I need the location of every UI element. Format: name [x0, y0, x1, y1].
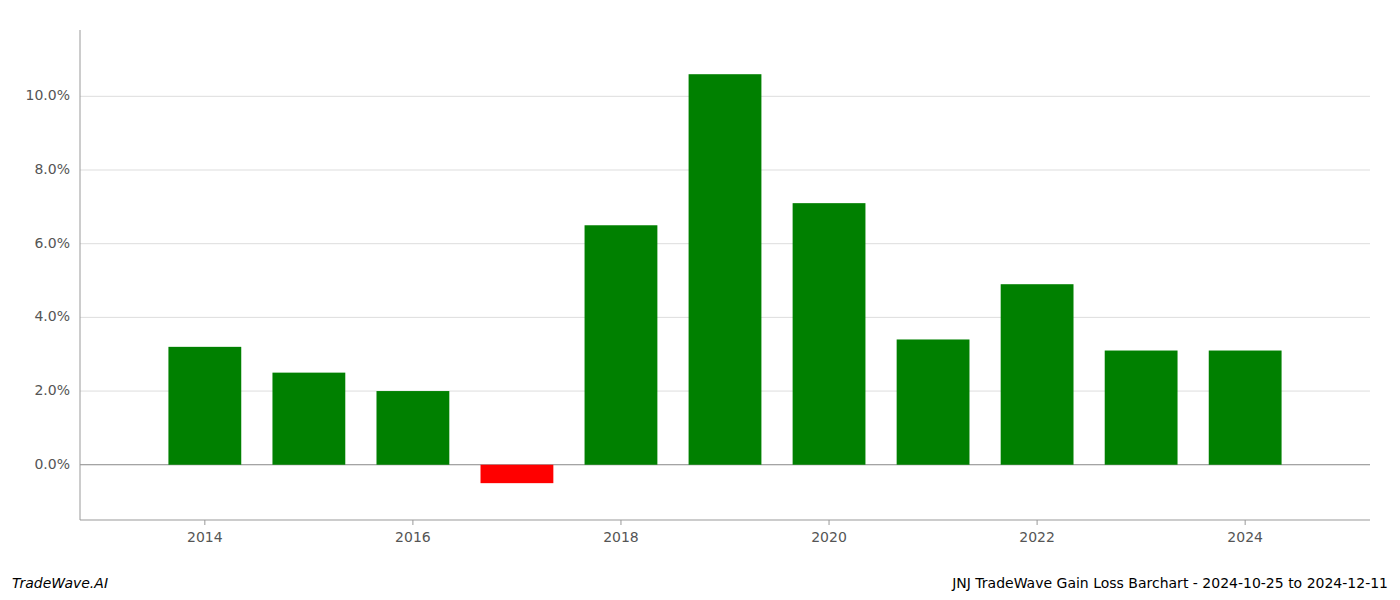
chart: 0.0% 2.0% 4.0% 6.0% 8.0% 10.0% 2014 2016 2018 202… [0, 0, 1400, 600]
x-tick-label: 2016 [395, 529, 431, 545]
y-tick-label: 10.0% [26, 87, 70, 103]
bar [1209, 351, 1282, 465]
x-tick [829, 520, 830, 525]
y-tick-label: 8.0% [34, 161, 70, 177]
x-tick [412, 520, 413, 525]
y-tick-label: 2.0% [34, 382, 70, 398]
y-axis-line [80, 30, 81, 520]
watermark: TradeWave.AI [12, 575, 108, 591]
x-tick-label: 2014 [187, 529, 223, 545]
bar [168, 347, 241, 465]
bar [376, 391, 449, 465]
x-tick-label: 2018 [603, 529, 639, 545]
bar [897, 339, 970, 464]
bar [1105, 351, 1178, 465]
x-tick [204, 520, 205, 525]
y-tick-label: 0.0% [34, 456, 70, 472]
x-tick [1037, 520, 1038, 525]
x-tick-label: 2022 [1019, 529, 1055, 545]
bar [1001, 284, 1074, 465]
y-tick-label: 6.0% [34, 235, 70, 251]
x-tick-label: 2024 [1227, 529, 1263, 545]
y-tick-label: 4.0% [34, 308, 70, 324]
x-tick-label: 2020 [811, 529, 847, 545]
bar [585, 225, 658, 464]
x-axis-line [80, 520, 1370, 521]
x-tick [1245, 520, 1246, 525]
title: JNJ TradeWave Gain Loss Barchart - 2024-… [951, 575, 1388, 591]
bar [793, 203, 866, 465]
bars [168, 74, 1281, 483]
bar [272, 373, 345, 465]
x-tick [620, 520, 621, 525]
bar [481, 465, 554, 483]
bar [689, 74, 762, 465]
